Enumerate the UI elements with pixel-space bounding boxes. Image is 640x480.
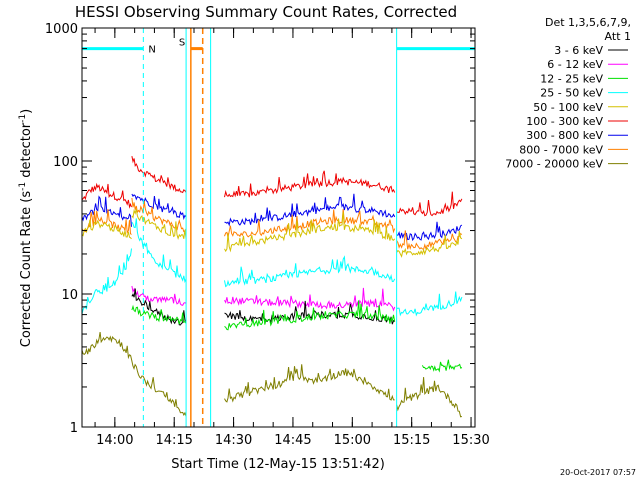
plot-frame xyxy=(81,27,476,428)
x-tick-label: 14:30 xyxy=(215,433,252,448)
x-tick-label: 15:00 xyxy=(334,433,371,448)
legend-label: 6 - 12 keV xyxy=(547,58,603,71)
series-50-100-kev-segment-4 xyxy=(396,230,463,258)
series-12-25-kev-segment-1 xyxy=(131,304,187,325)
series-6-12-kev-segment-2 xyxy=(224,287,396,312)
series-300-800-kev-segment-4 xyxy=(396,221,463,242)
legend-label: 12 - 25 keV xyxy=(540,72,603,85)
series-100-300-kev-segment-2 xyxy=(131,156,187,194)
series-layer xyxy=(81,156,463,418)
legend-label: 100 - 300 keV xyxy=(526,115,603,128)
legend-label: 7000 - 20000 keV xyxy=(505,158,603,171)
series-300-800-kev-segment-1 xyxy=(81,195,132,227)
series-25-50-kev-segment-4 xyxy=(396,291,463,317)
series-800-7000-kev-segment-3 xyxy=(224,209,396,238)
series-7000-20000-kev-segment-1 xyxy=(81,332,187,417)
series-12-25-kev-segment-2 xyxy=(224,300,396,331)
x-axis: 14:00 14:15 14:30 14:45 15:00 15:15 15:30 xyxy=(94,28,490,448)
series-25-50-kev-segment-1 xyxy=(81,248,132,315)
x-tick-label: 14:15 xyxy=(155,433,192,448)
series-50-100-kev-segment-1 xyxy=(81,219,132,240)
series-12-25-kev-segment-3 xyxy=(421,359,463,373)
y-tick-label: 100 xyxy=(53,155,78,170)
x-tick-label: 15:15 xyxy=(393,433,430,448)
x-tick-label: 15:30 xyxy=(452,433,489,448)
series-100-300-kev-segment-4 xyxy=(396,191,463,217)
x-tick-label: 14:45 xyxy=(274,433,311,448)
y-axis-label: Corrected Count Rate (s-1 detector-1) xyxy=(18,109,34,347)
annotation-layer: NS xyxy=(81,28,476,427)
chart-title: HESSI Observing Summary Count Rates, Cor… xyxy=(75,3,457,21)
series-25-50-kev-segment-3 xyxy=(224,255,396,288)
legend-header-detectors: Det 1,3,5,6,7,9, xyxy=(545,16,631,29)
series-100-300-kev-segment-3 xyxy=(224,170,396,198)
legend-label: 800 - 7000 keV xyxy=(519,143,603,156)
series-100-300-kev-segment-1 xyxy=(81,182,132,209)
series-50-100-kev-segment-3 xyxy=(224,211,396,253)
series-3-6-kev-segment-1 xyxy=(131,288,187,326)
legend-label: 25 - 50 keV xyxy=(540,87,603,100)
x-tick-label: 14:00 xyxy=(96,433,133,448)
legend-label: 300 - 800 keV xyxy=(526,129,603,142)
series-25-50-kev-segment-2 xyxy=(131,218,187,284)
legend-label: 50 - 100 keV xyxy=(533,101,603,114)
y-tick-label: 10 xyxy=(61,288,78,303)
night-label: N xyxy=(148,45,155,56)
saa-label: S xyxy=(179,38,185,49)
y-axis: 1 10 100 1000 xyxy=(45,22,475,436)
series-6-12-kev-segment-1 xyxy=(131,285,187,306)
legend-header-attenuator: Att 1 xyxy=(605,30,631,43)
y-tick-label: 1000 xyxy=(45,22,78,37)
series-50-100-kev-segment-2 xyxy=(131,208,187,241)
series-7000-20000-kev-segment-2 xyxy=(224,364,395,403)
series-7000-20000-kev-segment-3 xyxy=(396,377,463,418)
x-axis-label: Start Time (12-May-15 13:51:42) xyxy=(171,457,385,472)
legend-label: 3 - 6 keV xyxy=(554,44,603,57)
footer-timestamp: 20-Oct-2017 07:57 xyxy=(560,468,636,477)
y-tick-label: 1 xyxy=(70,421,78,436)
series-300-800-kev-segment-2 xyxy=(131,193,187,220)
series-300-800-kev-segment-3 xyxy=(224,193,396,227)
series-800-7000-kev-segment-4 xyxy=(396,230,463,251)
